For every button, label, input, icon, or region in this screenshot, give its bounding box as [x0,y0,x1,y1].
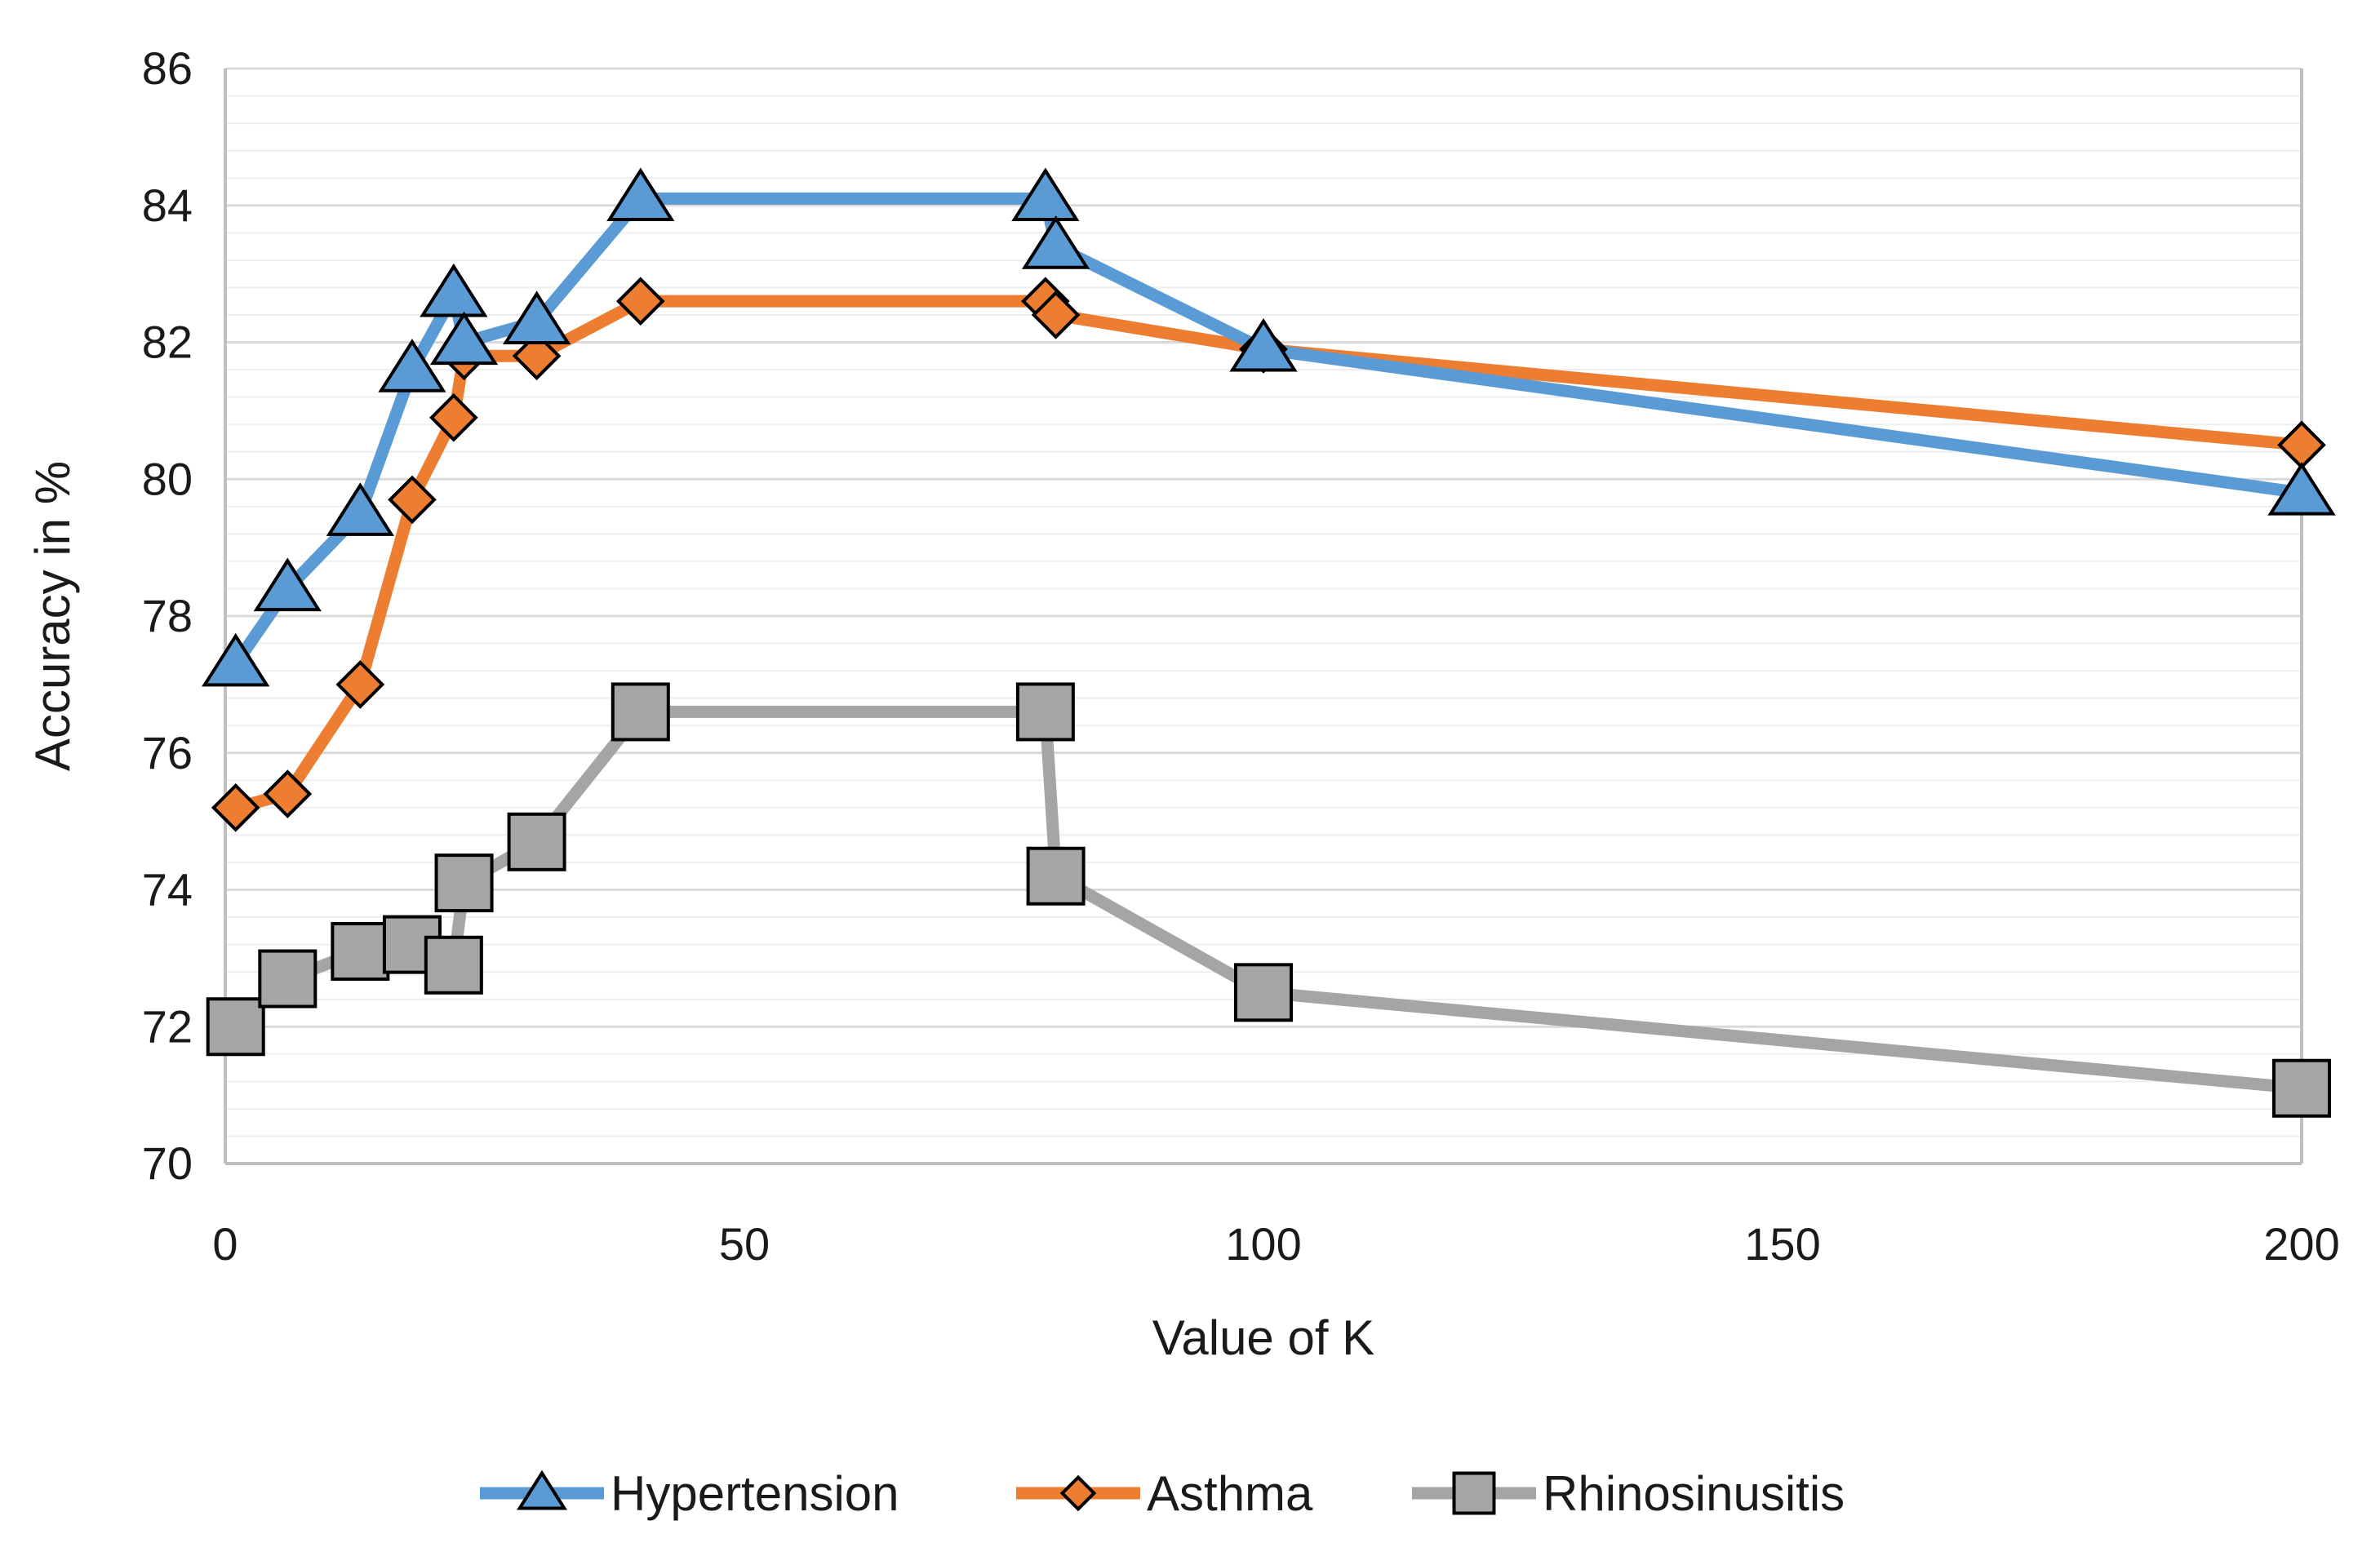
x-tick-label: 0 [212,1218,238,1270]
data-point-asthma [335,660,385,709]
data-point-hypertension [253,557,322,612]
data-point-hypertension [1011,167,1080,222]
data-point-rhinosinusitis [507,812,566,871]
x-tick-label: 150 [1744,1218,1820,1270]
legend-label-hypertension: Hypertension [611,1466,899,1521]
y-tick-label: 70 [142,1137,193,1189]
legend-marker-rhinosinusitis [1452,1471,1496,1515]
gridlines [225,67,2302,1137]
data-point-rhinosinusitis [258,949,317,1009]
x-axis-title: Value of K [1152,1310,1374,1365]
legend-marker-hypertension [517,1470,567,1510]
data-point-rhinosinusitis [424,935,483,995]
data-point-asthma [388,475,437,525]
data-point-hypertension [1021,215,1090,269]
data-point-hypertension [429,311,499,366]
y-tick-label: 74 [142,864,193,916]
series-line-rhinosinusitis [229,705,2308,1095]
data-point-rhinosinusitis [434,853,494,913]
series-markers [202,167,2336,1118]
legend: Hypertension Asthma Rhinosinusitis [480,1466,1845,1521]
data-point-hypertension [420,263,488,317]
data-point-rhinosinusitis [331,921,390,981]
data-point-hypertension [2267,462,2336,516]
y-tick-label: 72 [142,1000,193,1052]
data-point-rhinosinusitis [1015,682,1075,742]
y-tick-label: 86 [142,42,193,94]
data-point-asthma [429,392,478,442]
data-point-rhinosinusitis [206,997,265,1057]
x-tick-label: 100 [1225,1218,1301,1270]
y-axis-title: Accuracy in % [25,461,80,771]
data-point-asthma [263,769,313,818]
axes [224,69,2303,1165]
data-point-rhinosinusitis [1026,846,1086,906]
data-point-hypertension [502,290,571,344]
data-point-rhinosinusitis [1234,963,1293,1022]
series-line-asthma [229,295,2308,814]
data-point-hypertension [606,167,675,222]
legend-label-asthma: Asthma [1147,1466,1313,1521]
data-point-asthma [211,783,260,832]
y-tick-label: 84 [142,180,193,231]
legend-label-rhinosinusitis: Rhinosinusitis [1543,1466,1845,1521]
legend-marker-asthma [1059,1474,1097,1512]
y-tick-label: 80 [142,453,193,504]
data-point-rhinosinusitis [2272,1058,2331,1118]
data-point-asthma [2277,420,2326,470]
series-line-hypertension [229,192,2308,671]
y-tick-label: 78 [142,590,193,641]
data-point-hypertension [202,632,270,687]
data-point-hypertension [326,482,394,536]
data-point-hypertension [378,339,446,392]
data-point-asthma [1031,290,1081,339]
data-point-asthma [512,331,562,381]
x-tick-label: 50 [719,1218,770,1270]
y-tick-label: 76 [142,727,193,778]
tick-labels: 70 72 74 76 78 80 82 84 86 0 50 100 150 200 [142,42,2340,1270]
y-tick-label: 82 [142,317,193,368]
data-point-hypertension [1229,317,1298,372]
data-point-rhinosinusitis [611,682,670,742]
x-tick-label: 200 [2263,1218,2339,1270]
data-point-asthma [615,277,665,326]
